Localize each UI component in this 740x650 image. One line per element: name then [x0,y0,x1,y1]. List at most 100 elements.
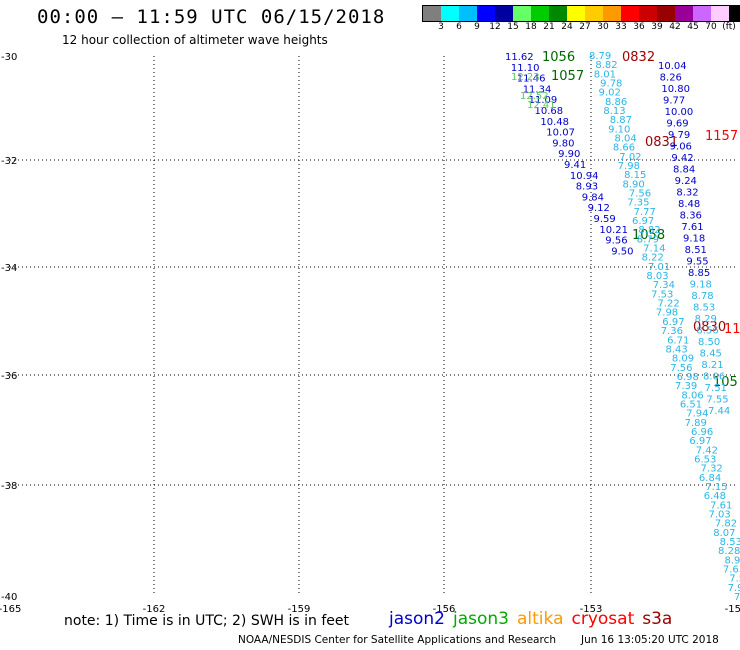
lon-label: -156 [433,604,456,615]
wave-height-value: 8.53 [693,303,715,314]
wave-height-value: 7.02 [619,152,641,163]
wave-height-value: 6.97 [689,436,711,447]
wave-height-value: 7.98 [618,161,640,172]
wave-height-value: 8.26 [660,73,682,84]
wave-height-value: 7.39 [675,381,697,392]
lat-label: -32 [1,156,17,167]
wave-height-value: 7.82 [715,519,737,530]
wave-height-value: 7.56 [670,363,692,374]
wave-height-value: 8.82 [638,225,660,236]
lon-label: -150 [725,604,740,615]
wave-height-value: 8.45 [700,349,722,360]
wave-height-value: 6.97 [662,317,684,328]
wave-height-value: 7.14 [643,244,665,255]
wave-height-value: 9.84 [582,192,604,203]
wave-height-value: 8.04 [615,134,637,145]
page-title: 00:00 – 11:59 UTC 06/15/2018 [37,6,386,28]
wave-height-value: 8.06 [681,390,703,401]
wave-height-value: 7.01 [648,262,670,273]
lon-label: -153 [580,604,603,615]
wave-height-value: 8.51 [685,245,707,256]
wave-height-value: 9.18 [690,280,712,291]
wave-height-value: 7.96 [734,592,740,603]
wave-height-value: 8.82 [595,60,617,71]
generated-timestamp: Jun 16 13:05:20 UTC 2018 [581,634,719,646]
wave-height-value: 9.90 [558,149,580,160]
wave-height-value: 8.29 [695,314,717,325]
colorbar-label: 33 [615,22,627,32]
wave-height-value: 8.07 [713,528,735,539]
lat-label: -34 [1,263,17,274]
colorbar-swatch [657,6,675,21]
wave-height-value: 10.68 [535,106,564,117]
colorbar-label: 18 [525,22,537,32]
wave-height-value: 8.78 [691,291,713,302]
wave-height-value: 10.48 [540,117,569,128]
colorbar-swatch [531,6,549,21]
wave-height-value: 7.44 [708,406,730,417]
wave-height-value: 8.66 [613,143,635,154]
colorbar-swatch [423,6,441,21]
wave-height-value: 7.98 [656,308,678,319]
wave-height-tracks: 11.6211.1011.4611.3411.0910.6810.4810.07… [505,50,740,603]
wave-height-value: 7.22 [658,299,680,310]
wave-height-value: 7.89 [685,418,707,429]
units-note: note: 1) Time is in UTC; 2) SWH is in fe… [64,613,350,629]
wave-height-value: 7.03 [708,509,730,520]
wave-height-value: 8.09 [672,354,694,365]
colorbar-swatch [477,6,495,21]
wave-height-value: 10.04 [658,61,687,72]
wave-height-value: 7.55 [729,574,740,585]
wave-height-value: 12.52 [520,91,549,102]
wave-height-value: 8.79 [637,234,659,245]
pass-time-label: 1058 [632,228,665,243]
wave-height-value: 8.93 [576,182,598,193]
wave-height-value: 6.97 [632,216,654,227]
wave-height-value: 9.59 [594,214,616,225]
wave-height-value: 7.32 [701,464,723,475]
wave-height-value: 9.78 [600,79,622,90]
wave-height-value: 9.69 [666,119,688,130]
wave-height-value: 10.80 [661,84,690,95]
colorbar-swatch [567,6,585,21]
axis-labels: -30 -32 -34 -36 -38 -40-165 -162 -159 -156 -153 -1… [0,52,740,615]
wave-height-value: 9.42 [671,153,693,164]
wave-height-value: 8.03 [646,271,668,282]
wave-height-value: 7.63 [723,564,740,575]
pass-time-label: 105 [713,375,738,390]
wave-height-value: 9.77 [663,96,685,107]
wave-height-value: 7.92 [728,583,740,594]
wave-height-value: 8.90 [622,179,644,190]
wave-height-value: 7.42 [696,445,718,456]
graticule [10,56,736,596]
wave-height-value: 9.50 [611,246,633,257]
wave-height-value: 11.62 [505,52,534,63]
wave-height-value: 8.90 [724,555,740,566]
page-subtitle: 12 hour collection of altimeter wave hei… [62,33,328,47]
wave-height-value: 8.15 [624,170,646,181]
wave-height-value: 8.22 [642,253,664,264]
wave-height-value: 7.94 [686,409,708,420]
colorbar-swatch [513,6,531,21]
legend-item-cryosat: cryosat [571,609,635,629]
wave-height-value: 8.79 [589,51,611,62]
colorbar-swatch [549,6,567,21]
wave-height-value: 10.00 [665,107,694,118]
lat-label: -36 [1,371,17,382]
wave-height-value: 7.61 [710,500,732,511]
wave-height-value: 8.06 [703,372,725,383]
wave-height-value: 8.32 [676,188,698,199]
wave-height-value: 7.61 [681,222,703,233]
colorbar-label: 36 [633,22,645,32]
colorbar-swatch [711,6,729,21]
wave-height-value: 11.34 [523,84,552,95]
wave-height-value: 11.09 [529,95,558,106]
lat-label: -40 [1,592,17,603]
wave-height-value: 7.55 [706,395,728,406]
wave-height-value: 8.36 [680,211,702,222]
lat-label: -30 [1,52,17,63]
wave-height-value: 9.79 [668,130,690,141]
wave-height-value: 9.06 [670,142,692,153]
colorbar-label: 9 [474,22,480,32]
colorbar-label: 6 [456,22,462,32]
